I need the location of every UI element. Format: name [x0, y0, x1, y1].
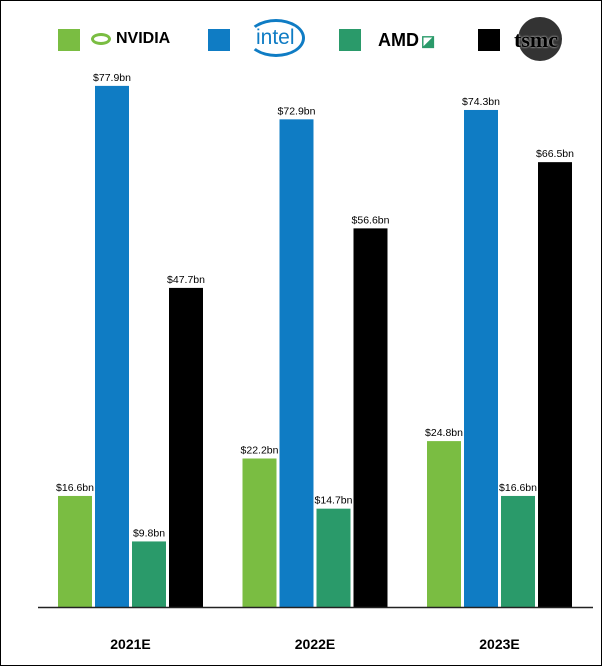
bar-amd-2022E [316, 508, 351, 607]
bar-nvidia-2022E [242, 458, 277, 607]
x-tick-label: 2023E [479, 636, 519, 652]
data-label: $16.6bn [56, 482, 94, 494]
amd-arrow-icon: ◪ [421, 32, 436, 50]
data-label: $77.9bn [93, 72, 131, 84]
data-label: $24.8bn [425, 427, 463, 439]
x-tick-label: 2021E [110, 636, 150, 652]
data-label: $9.8bn [133, 527, 165, 539]
bar-tsmc-2023E [538, 162, 572, 607]
nvidia-eye-icon [91, 33, 111, 45]
bar-amd-2023E [501, 495, 535, 607]
bar-intel-2021E [95, 85, 129, 608]
bar-amd-2021E [132, 541, 166, 607]
bar-nvidia-2021E [58, 495, 92, 607]
bar-intel-2022E [279, 119, 314, 607]
bar-intel-2023E [464, 109, 498, 607]
bar-tsmc-2021E [169, 287, 203, 607]
data-label: $16.6bn [499, 482, 537, 494]
legend-swatch-tsmc [478, 29, 500, 51]
bar-nvidia-2023E [427, 441, 461, 607]
nvidia-logo: NVIDIA [91, 30, 170, 48]
intel-logo: intel [247, 19, 305, 57]
data-label: $56.6bn [352, 214, 390, 226]
bar-tsmc-2022E [353, 228, 388, 607]
data-label: $22.2bn [241, 444, 279, 456]
data-label: $47.7bn [167, 274, 205, 286]
legend-swatch-amd [339, 29, 361, 51]
amd-logo: AMD ◪ [378, 30, 436, 50]
x-tick-label: 2022E [295, 636, 335, 652]
data-label: $66.5bn [536, 148, 574, 160]
data-label: $72.9bn [278, 105, 316, 117]
data-label: $74.3bn [462, 96, 500, 108]
legend-swatch-nvidia [58, 29, 80, 51]
data-label: $14.7bn [315, 495, 353, 507]
legend-swatch-intel [208, 29, 230, 51]
tsmc-logo: tsmc [514, 17, 562, 61]
